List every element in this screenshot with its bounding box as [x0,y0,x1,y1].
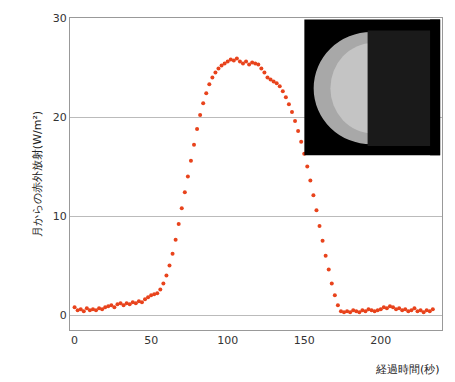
svg-text:50: 50 [144,334,158,347]
svg-text:0: 0 [71,334,78,347]
svg-text:0: 0 [60,309,67,322]
svg-text:10: 10 [53,210,67,223]
svg-text:30: 30 [53,12,67,25]
svg-text:月からの赤外放射(W/m²): 月からの赤外放射(W/m²) [31,111,44,237]
svg-text:100: 100 [217,334,238,347]
svg-text:150: 150 [294,334,315,347]
svg-text:経過時間(秒): 経過時間(秒) [375,363,440,376]
svg-text:20: 20 [53,111,67,124]
svg-text:200: 200 [370,334,391,347]
